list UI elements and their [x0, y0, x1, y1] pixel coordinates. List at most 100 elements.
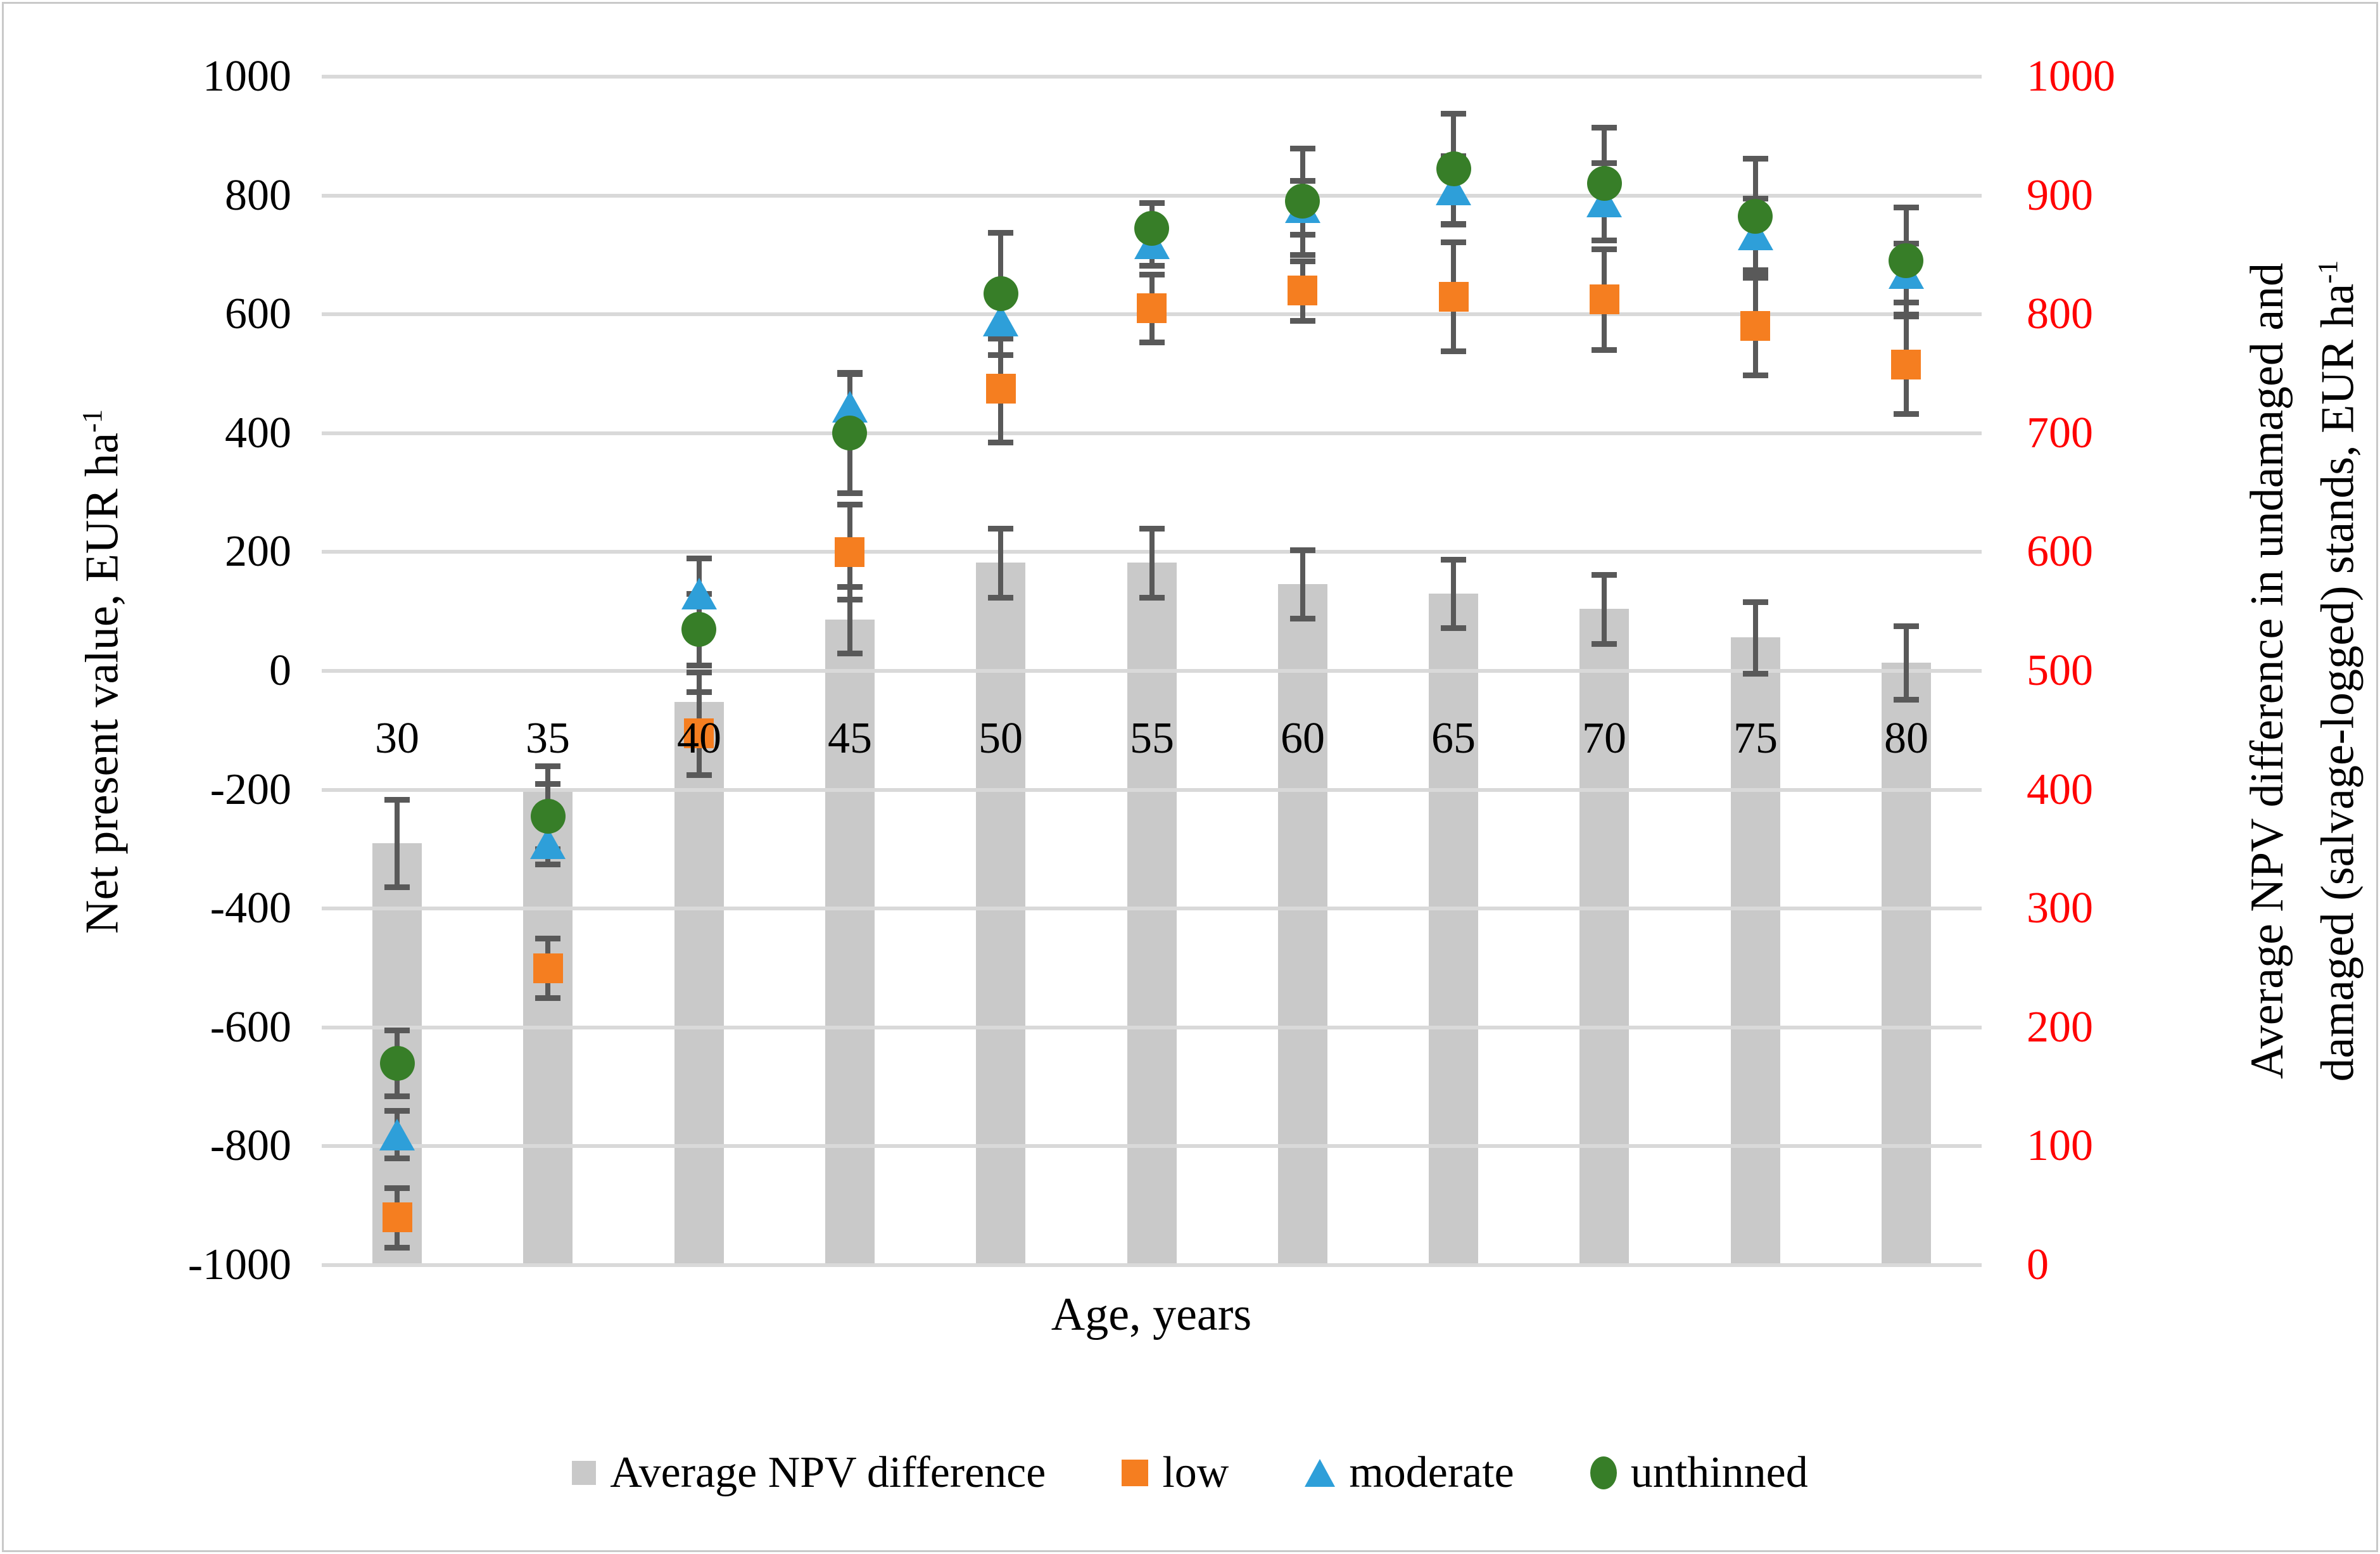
bar-error-cap-bottom: [1743, 671, 1768, 677]
legend: Average NPV difference low moderate unth…: [0, 1448, 2380, 1498]
gridline: [322, 1263, 1982, 1267]
marker-unthinned: [531, 799, 566, 834]
marker-low: [383, 1202, 412, 1232]
low-error-cap-top: [1592, 246, 1617, 252]
left-axis-title-sup: -1: [76, 409, 108, 433]
legend-item-low: low: [1122, 1448, 1229, 1498]
bar-80: [1882, 663, 1931, 1265]
left-axis-tick-label: -600: [210, 1003, 291, 1052]
bar-error-line: [1300, 550, 1305, 619]
marker-low: [986, 374, 1016, 404]
low-error-cap-bottom: [1441, 348, 1466, 354]
legend-item-moderate: moderate: [1305, 1448, 1514, 1498]
low-error-cap-top: [1441, 239, 1466, 245]
left-axis-tick-label: 1000: [203, 52, 291, 101]
marker-low: [684, 718, 714, 748]
gridline: [322, 907, 1982, 910]
marker-unthinned: [984, 276, 1018, 311]
gridline: [322, 431, 1982, 435]
bar-error-cap-top: [384, 797, 410, 803]
gridline: [322, 1026, 1982, 1029]
bar-error-cap-top: [988, 526, 1013, 532]
marker-unthinned: [832, 416, 867, 450]
bar-error-cap-bottom: [1441, 625, 1466, 631]
right-axis-tick-label: 300: [2027, 884, 2093, 933]
low-error-cap-top: [1290, 258, 1315, 264]
bar-error-cap-bottom: [1894, 697, 1919, 703]
low-error-cap-top: [1743, 275, 1768, 281]
unthinned-error-cap-top: [1290, 146, 1315, 151]
unthinned-error-cap-bottom: [988, 352, 1013, 358]
legend-label: Average NPV difference: [610, 1448, 1046, 1497]
bar-error-line: [998, 528, 1003, 597]
bar-error-line: [395, 799, 400, 888]
unthinned-error-cap-bottom: [1894, 312, 1919, 317]
right-axis-tick-label: 100: [2027, 1121, 2093, 1170]
left-axis-title-text: Net present value, EUR ha: [76, 432, 129, 934]
x-category-label: 30: [375, 714, 419, 763]
unthinned-error-cap-top: [384, 1028, 410, 1033]
low-error-cap-top: [384, 1185, 410, 1191]
bar-error-cap-bottom: [1139, 595, 1165, 601]
left-axis-tick-label: -1000: [187, 1240, 291, 1289]
low-error-cap-bottom: [384, 1245, 410, 1251]
low-error-cap-bottom: [988, 440, 1013, 445]
bar-50: [976, 563, 1025, 1265]
left-axis-tick-label: 0: [269, 646, 291, 695]
legend-label: moderate: [1349, 1448, 1514, 1497]
bar-55: [1127, 563, 1177, 1265]
bar-error-cap-top: [1592, 572, 1617, 578]
x-category-label: 60: [1281, 714, 1325, 763]
marker-low: [1590, 284, 1619, 314]
legend-item-average-npv-difference: Average NPV difference: [572, 1448, 1046, 1498]
marker-unthinned: [1285, 184, 1320, 219]
gridline: [322, 194, 1982, 198]
unthinned-error-cap-bottom: [384, 1093, 410, 1099]
x-category-label: 65: [1431, 714, 1476, 763]
bar-error-cap-bottom: [384, 884, 410, 890]
circle-marker-icon: [1590, 1456, 1617, 1489]
low-error-cap-top: [687, 689, 712, 695]
left-axis-tick-label: 600: [225, 290, 291, 338]
low-error-cap-bottom: [535, 995, 560, 1001]
marker-low: [1137, 293, 1167, 323]
unthinned-error-cap-top: [1441, 111, 1466, 117]
low-error-cap-bottom: [1743, 373, 1768, 378]
unthinned-error-cap-bottom: [837, 490, 863, 496]
unthinned-error-cap-top: [1894, 205, 1919, 210]
bar-error-cap-top: [1743, 599, 1768, 605]
marker-low: [533, 953, 563, 983]
left-axis-tick-label: -200: [210, 765, 291, 814]
low-error-cap-bottom: [1139, 340, 1165, 345]
right-axis-tick-label: 800: [2027, 290, 2093, 338]
marker-low: [1439, 282, 1469, 312]
low-error-cap-bottom: [687, 772, 712, 778]
left-axis-tick-label: -400: [210, 884, 291, 933]
marker-unthinned: [1134, 211, 1169, 246]
marker-unthinned: [1889, 243, 1923, 278]
unthinned-error-cap-bottom: [687, 663, 712, 668]
bar-error-cap-bottom: [988, 595, 1013, 601]
right-axis-title-line1: Average NPV difference in undamaged and: [2241, 262, 2293, 1080]
x-category-label: 70: [1582, 714, 1626, 763]
right-axis-title-line2: damaged (salvage-logged) stands, EUR ha-…: [2312, 260, 2364, 1082]
x-category-label: 45: [828, 714, 872, 763]
unthinned-error-cap-bottom: [1592, 238, 1617, 243]
gridline: [322, 669, 1982, 673]
marker-unthinned: [1587, 166, 1622, 201]
bar-error-cap-top: [1441, 557, 1466, 563]
unthinned-error-cap-top: [535, 781, 560, 787]
marker-low: [1891, 350, 1921, 379]
right-axis-tick-label: 700: [2027, 409, 2093, 457]
legend-item-unthinned: unthinned: [1590, 1448, 1808, 1498]
x-category-label: 50: [978, 714, 1023, 763]
low-error-cap-top: [535, 936, 560, 941]
bar-swatch-icon: [572, 1461, 597, 1485]
unthinned-error-cap-top: [1592, 125, 1617, 131]
low-error-cap-bottom: [1290, 318, 1315, 324]
bar-error-line: [1602, 575, 1607, 644]
gridline: [322, 75, 1982, 79]
marker-unthinned: [380, 1046, 415, 1081]
moderate-error-cap-top: [384, 1108, 410, 1114]
